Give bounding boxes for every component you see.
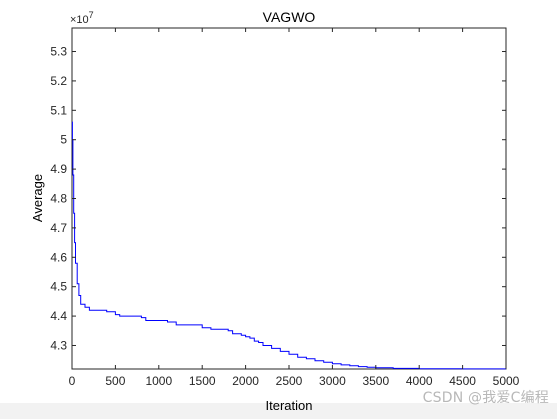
y-tick-label: 5.3 <box>50 45 67 59</box>
y-tick-label: 4.5 <box>50 280 67 294</box>
y-tick-label: 4.7 <box>50 221 67 235</box>
figure-bottom-strip <box>0 403 557 419</box>
x-tick-label: 2500 <box>276 374 303 388</box>
x-tick-label: 5000 <box>493 374 520 388</box>
y-tick-label: 5 <box>60 133 67 147</box>
x-tick-label: 500 <box>105 374 125 388</box>
y-axis-label: Average <box>30 174 45 222</box>
y-tick-label: 5.1 <box>50 103 67 117</box>
x-tick-label: 3000 <box>319 374 346 388</box>
x-tick-label: 3500 <box>362 374 389 388</box>
y-tick-label: 4.9 <box>50 162 67 176</box>
x-tick-label: 1500 <box>189 374 216 388</box>
x-tick-label: 2000 <box>232 374 259 388</box>
axis-ticks: 0 500 1000 1500 2000 2500 3000 3500 4000 4500 5000… <box>50 28 520 388</box>
y-tick-label: 4.4 <box>50 309 67 323</box>
y-tick-label: 4.6 <box>50 250 67 264</box>
axes-box <box>71 27 507 370</box>
x-tick-label: 4500 <box>449 374 476 388</box>
y-tick-label: 4.8 <box>50 192 67 206</box>
x-tick-label: 4000 <box>406 374 433 388</box>
y-tick-label: 5.2 <box>50 74 67 88</box>
series-line <box>71 121 507 370</box>
plot-area <box>71 121 507 370</box>
x-tick-label: 1000 <box>145 374 172 388</box>
chart-title: VAGWO <box>263 9 316 25</box>
x-tick-label: 0 <box>69 374 76 388</box>
y-axis-exponent: ×107 <box>70 10 94 26</box>
y-exponent-power: 7 <box>89 10 94 20</box>
y-exponent-base: ×10 <box>70 14 89 26</box>
watermark: CSDN @我爱C编程 <box>422 390 549 406</box>
y-tick-label: 4.3 <box>50 338 67 352</box>
x-axis-label: Iteration <box>266 398 313 413</box>
